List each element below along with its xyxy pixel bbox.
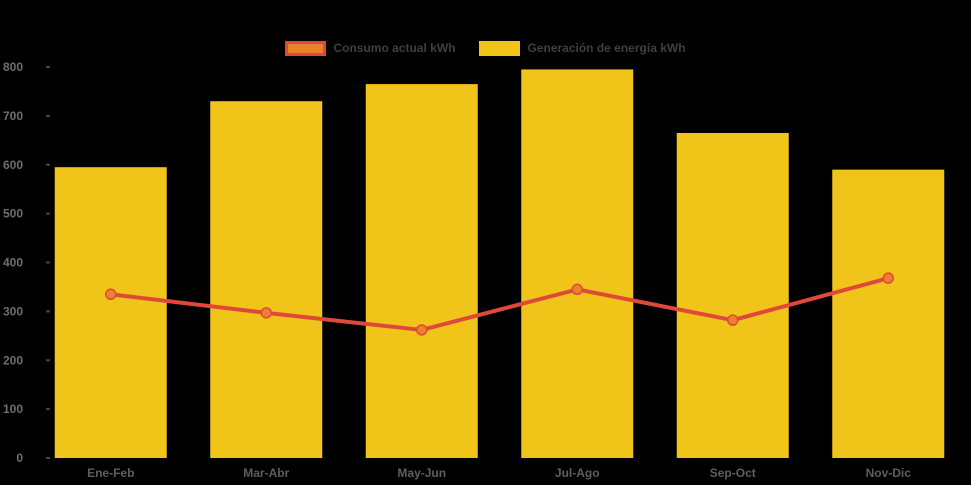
y-axis-label-600: 600 bbox=[3, 158, 23, 172]
x-axis-label-ene-feb: Ene-Feb bbox=[87, 466, 134, 480]
y-axis-label-500: 500 bbox=[3, 207, 23, 221]
line-point-jul-ago bbox=[571, 283, 583, 296]
y-axis-label-200: 200 bbox=[3, 353, 23, 367]
bar-sep-oct bbox=[676, 132, 789, 458]
legend-item-consumo-actual[interactable]: Consumo actual kWh bbox=[285, 41, 455, 56]
bar-nov-dic bbox=[832, 169, 945, 458]
y-axis-label-800: 800 bbox=[3, 60, 23, 74]
y-axis-label-400: 400 bbox=[3, 256, 23, 270]
chart-legend: Consumo actual kWh Generación de energía… bbox=[0, 41, 971, 56]
x-axis-label-sep-oct: Sep-Oct bbox=[710, 466, 756, 480]
x-axis-label-mar-abr: Mar-Abr bbox=[243, 466, 289, 480]
x-axis-label-jul-ago: Jul-Ago bbox=[555, 466, 600, 480]
consumo-line bbox=[108, 276, 891, 332]
y-axis-label-300: 300 bbox=[3, 304, 23, 318]
legend-swatch-line-series bbox=[285, 41, 327, 56]
legend-swatch-bar-series bbox=[479, 41, 521, 56]
x-axis-label-may-jun: May-Jun bbox=[397, 466, 446, 480]
x-axis-label-nov-dic: Nov-Dic bbox=[866, 466, 912, 480]
y-axis-label-0: 0 bbox=[16, 451, 23, 465]
bar-ene-feb bbox=[54, 167, 167, 458]
bar-may-jun bbox=[365, 84, 478, 458]
line-point-sep-oct bbox=[727, 314, 739, 326]
line-point-nov-dic bbox=[882, 272, 894, 284]
line-point-ene-feb bbox=[105, 288, 117, 301]
line-point-mar-abr bbox=[260, 307, 272, 319]
legend-label-consumo-actual: Consumo actual kWh bbox=[333, 41, 456, 55]
bar-jul-ago bbox=[521, 69, 634, 458]
y-axis-label-700: 700 bbox=[3, 109, 23, 123]
y-axis-label-100: 100 bbox=[3, 402, 23, 416]
bar-mar-abr bbox=[210, 101, 323, 459]
legend-label-generacion-energia: Generación de energía kWh bbox=[527, 41, 686, 55]
legend-item-generacion-energia[interactable]: Generación de energía kWh bbox=[479, 41, 686, 56]
line-point-may-jun bbox=[416, 324, 428, 336]
